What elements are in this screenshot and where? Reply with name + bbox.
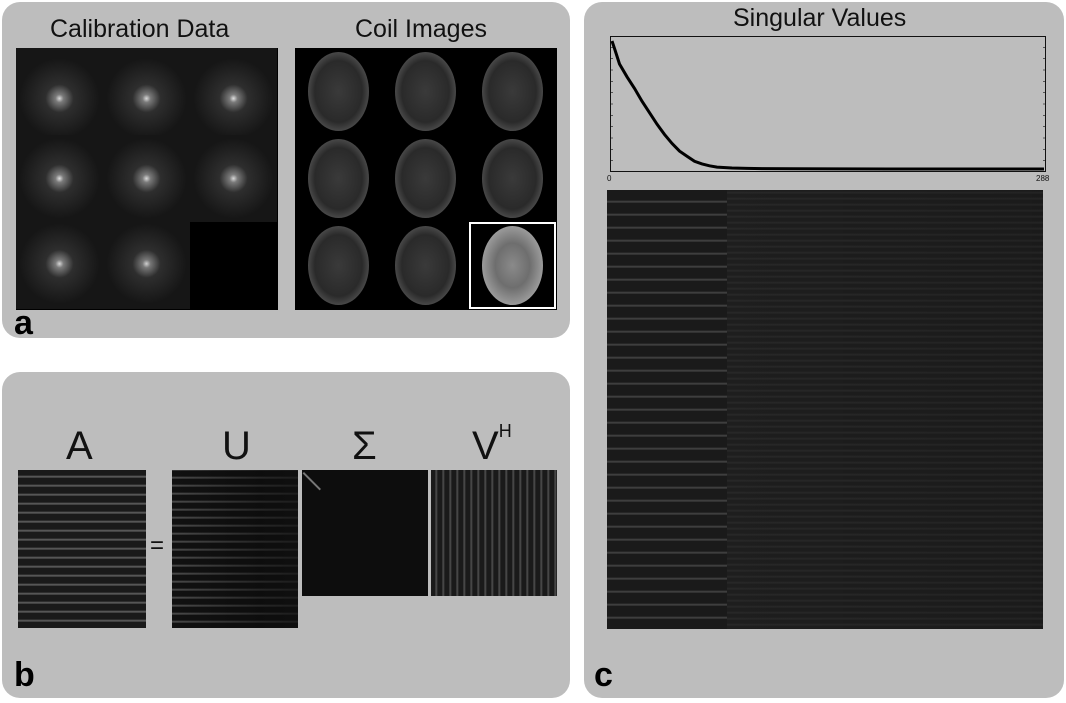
- calibration-cell: [190, 48, 277, 135]
- calibration-cell: [103, 135, 190, 222]
- y-ticks-left: [610, 47, 613, 161]
- calibration-cell: [16, 222, 103, 309]
- coil-image: [295, 135, 382, 222]
- x-tick-min: 0: [607, 174, 612, 183]
- matrix-v-image: [431, 470, 557, 596]
- calibration-data-image: [16, 48, 278, 310]
- calibration-cell: [103, 222, 190, 309]
- panel-b-label: b: [14, 656, 35, 694]
- matrix-v-superscript: H: [498, 420, 512, 441]
- singular-values-plot: [610, 36, 1046, 172]
- coil-image: [382, 222, 469, 309]
- calibration-data-title: Calibration Data: [50, 15, 230, 43]
- coil-image: [295, 222, 382, 309]
- y-ticks-right: [1043, 47, 1046, 161]
- calibration-cell: [190, 135, 277, 222]
- calibration-cell: [103, 48, 190, 135]
- singular-values-line: [610, 40, 1044, 171]
- x-tick-max: 288: [1036, 174, 1050, 183]
- singular-values-title: Singular Values: [733, 4, 907, 32]
- coil-images-title: Coil Images: [355, 15, 487, 43]
- coil-image: [382, 48, 469, 135]
- matrix-sigma-label: Σ: [352, 424, 377, 468]
- coil-image: [469, 48, 556, 135]
- v-matrix-structured-region: [607, 190, 727, 629]
- panel-a-label: a: [14, 304, 33, 342]
- calibration-cell: [16, 135, 103, 222]
- matrix-u-image: [172, 470, 298, 628]
- calibration-cell: [16, 48, 103, 135]
- combined-coil-image: [469, 222, 556, 309]
- matrix-u-label: U: [222, 424, 251, 468]
- matrix-v-label: VH: [472, 420, 512, 468]
- equals-sign: =: [150, 532, 165, 559]
- plot-frame: [610, 36, 1046, 172]
- calibration-cell-empty: [190, 222, 277, 309]
- panel-c-label: c: [594, 656, 613, 694]
- coil-image: [382, 135, 469, 222]
- matrix-sigma-image: [302, 470, 428, 596]
- coil-image: [469, 135, 556, 222]
- matrix-a-label: A: [66, 424, 93, 468]
- coil-image: [295, 48, 382, 135]
- matrix-a-image: [18, 470, 146, 628]
- coil-images: [295, 48, 557, 310]
